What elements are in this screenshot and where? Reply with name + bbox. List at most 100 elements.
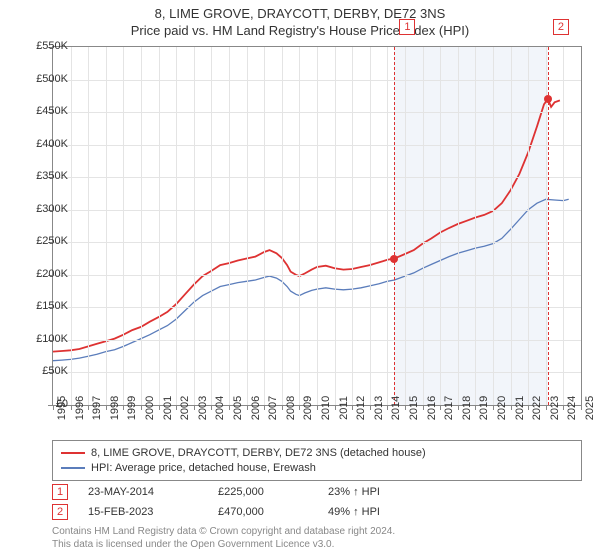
legend-row-hpi: HPI: Average price, detached house, Erew… (61, 460, 573, 475)
x-axis-label: 2012 (355, 396, 367, 420)
gridline-vertical (511, 47, 512, 405)
x-axis-label: 1996 (74, 396, 86, 420)
x-tick (247, 405, 248, 410)
x-axis-label: 2015 (408, 396, 420, 420)
x-tick (123, 405, 124, 410)
gridline-vertical (423, 47, 424, 405)
y-axis-label: £50K (18, 365, 68, 377)
gridline-vertical (493, 47, 494, 405)
x-tick (458, 405, 459, 410)
y-axis-label: £550K (18, 40, 68, 52)
y-axis-label: £250K (18, 235, 68, 247)
marker-point-2 (544, 95, 552, 103)
chart-title-address: 8, LIME GROVE, DRAYCOTT, DERBY, DE72 3NS (0, 6, 600, 21)
y-axis-label: £450K (18, 105, 68, 117)
y-axis-label: £150K (18, 300, 68, 312)
x-tick (405, 405, 406, 410)
x-tick (194, 405, 195, 410)
x-tick (88, 405, 89, 410)
x-axis-label: 2024 (566, 396, 578, 420)
gridline-vertical (458, 47, 459, 405)
x-axis-label: 1999 (126, 396, 138, 420)
x-tick (299, 405, 300, 410)
x-tick (423, 405, 424, 410)
x-axis-label: 2006 (250, 396, 262, 420)
gridline-vertical (387, 47, 388, 405)
gridline-vertical (247, 47, 248, 405)
chart-title-subtitle: Price paid vs. HM Land Registry's House … (0, 23, 600, 38)
x-tick (581, 405, 582, 410)
x-axis-label: 2016 (426, 396, 438, 420)
x-tick (528, 405, 529, 410)
legend-label-property: 8, LIME GROVE, DRAYCOTT, DERBY, DE72 3NS… (91, 447, 426, 459)
x-axis-label: 2002 (179, 396, 191, 420)
gridline-vertical (211, 47, 212, 405)
gridline-vertical (106, 47, 107, 405)
gridline-vertical (194, 47, 195, 405)
gridline-vertical (405, 47, 406, 405)
gridline-vertical (528, 47, 529, 405)
gridline-vertical (141, 47, 142, 405)
gridline-vertical (370, 47, 371, 405)
event-date: 23-MAY-2014 (88, 486, 218, 498)
event-index-box: 1 (52, 484, 68, 500)
gridline-vertical (352, 47, 353, 405)
event-hpi: 49% ↑ HPI (328, 506, 582, 518)
series-line-hpi (53, 199, 569, 360)
chart-plot-area: 12 (52, 46, 582, 406)
x-axis-label: 2009 (302, 396, 314, 420)
x-axis-label: 2020 (496, 396, 508, 420)
x-axis-label: 2021 (514, 396, 526, 420)
x-tick (71, 405, 72, 410)
x-tick (335, 405, 336, 410)
x-axis-label: 2008 (285, 396, 297, 420)
x-axis-label: 1998 (109, 396, 121, 420)
event-row: 123-MAY-2014£225,00023% ↑ HPI (52, 482, 582, 502)
x-axis-label: 2001 (162, 396, 174, 420)
y-axis-label: £400K (18, 138, 68, 150)
x-axis-label: 2022 (531, 396, 543, 420)
x-tick (282, 405, 283, 410)
footer-line2: This data is licensed under the Open Gov… (52, 539, 582, 552)
x-tick (176, 405, 177, 410)
footer-attribution: Contains HM Land Registry data © Crown c… (52, 526, 582, 551)
x-axis-label: 2013 (373, 396, 385, 420)
x-axis-label: 2007 (267, 396, 279, 420)
x-axis-label: 2000 (144, 396, 156, 420)
x-axis-label: 2010 (320, 396, 332, 420)
x-tick (211, 405, 212, 410)
event-price: £225,000 (218, 486, 328, 498)
gridline-vertical (176, 47, 177, 405)
marker-label-1: 1 (399, 19, 415, 35)
y-axis-label: £500K (18, 73, 68, 85)
x-axis-label: 2025 (584, 396, 596, 420)
x-axis-label: 2019 (478, 396, 490, 420)
x-tick (387, 405, 388, 410)
event-row: 215-FEB-2023£470,00049% ↑ HPI (52, 502, 582, 522)
series-line-property (53, 99, 560, 352)
x-axis-label: 2023 (549, 396, 561, 420)
y-axis-label: £300K (18, 203, 68, 215)
x-axis-label: 2017 (443, 396, 455, 420)
x-axis-label: 2011 (338, 396, 350, 420)
x-tick (159, 405, 160, 410)
x-tick (317, 405, 318, 410)
gridline-vertical (264, 47, 265, 405)
x-axis-label: 2005 (232, 396, 244, 420)
y-axis-label: £100K (18, 333, 68, 345)
x-axis-label: 2003 (197, 396, 209, 420)
x-tick (475, 405, 476, 410)
chart-legend: 8, LIME GROVE, DRAYCOTT, DERBY, DE72 3NS… (52, 440, 582, 481)
gridline-vertical (317, 47, 318, 405)
gridline-vertical (123, 47, 124, 405)
marker-point-1 (390, 255, 398, 263)
gridline-vertical (440, 47, 441, 405)
y-axis-label: £200K (18, 268, 68, 280)
event-date: 15-FEB-2023 (88, 506, 218, 518)
event-index-box: 2 (52, 504, 68, 520)
x-axis-label: 2014 (390, 396, 402, 420)
x-tick (264, 405, 265, 410)
x-axis-label: 2018 (461, 396, 473, 420)
event-list: 123-MAY-2014£225,00023% ↑ HPI215-FEB-202… (52, 482, 582, 522)
x-tick (440, 405, 441, 410)
